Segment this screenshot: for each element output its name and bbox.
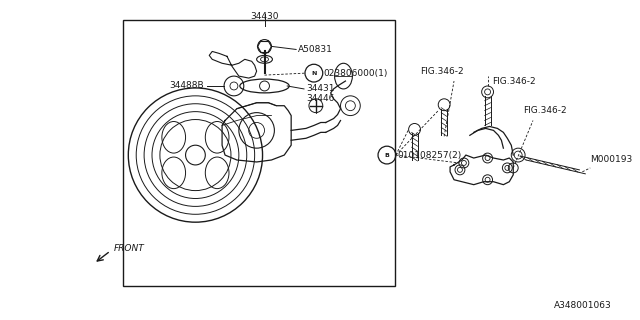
Text: 34431: 34431	[306, 84, 335, 93]
Text: 34430: 34430	[250, 12, 279, 21]
Text: 34446: 34446	[306, 94, 334, 103]
Text: 023806000(1): 023806000(1)	[324, 69, 388, 78]
Text: 34488B: 34488B	[170, 82, 204, 91]
Text: A348001063: A348001063	[554, 301, 612, 310]
Text: B: B	[385, 153, 389, 157]
Text: FRONT: FRONT	[113, 244, 144, 253]
Text: FIG.346-2: FIG.346-2	[523, 106, 567, 115]
Text: FIG.346-2: FIG.346-2	[420, 67, 464, 76]
Text: M000193: M000193	[590, 156, 632, 164]
Text: FIG.346-2: FIG.346-2	[493, 76, 536, 85]
Text: N: N	[311, 71, 317, 76]
Text: A50831: A50831	[298, 45, 333, 54]
Bar	[124, 20, 395, 286]
Text: 010108257(2): 010108257(2)	[398, 151, 462, 160]
